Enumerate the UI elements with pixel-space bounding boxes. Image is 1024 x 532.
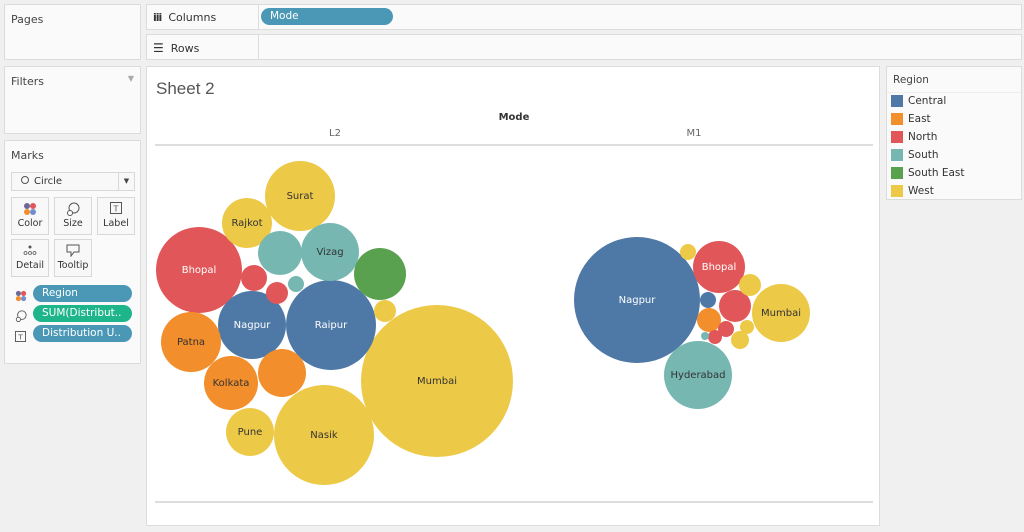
size-button[interactable]: Size: [54, 197, 92, 235]
sheet-title: Sheet 2: [156, 79, 215, 98]
columns-label: iii Columns: [153, 11, 217, 24]
swatch: [891, 131, 903, 143]
size-icon: [55, 198, 91, 218]
legend-item-east[interactable]: East: [891, 113, 931, 125]
distribution-label-pill[interactable]: Distribution U..: [33, 325, 132, 342]
bubble-west-m1[interactable]: [740, 320, 754, 334]
bubble-rajkot-l2[interactable]: Rajkot: [222, 198, 272, 248]
rows-icon: ☰: [153, 41, 164, 55]
circle-icon: [21, 176, 29, 184]
mark-type-dropdown[interactable]: Circle ▼: [11, 172, 135, 191]
filters-label: Filters: [11, 75, 44, 88]
bubble-west-m1[interactable]: [680, 244, 696, 260]
column-header-l2[interactable]: L2: [329, 128, 341, 139]
svg-text:T: T: [17, 333, 23, 342]
svg-text:T: T: [113, 205, 119, 214]
legend-item-south[interactable]: South: [891, 149, 939, 161]
pages-label: Pages: [11, 13, 44, 26]
region-color-pill[interactable]: Region: [33, 285, 132, 302]
bubble-south-m1[interactable]: [701, 332, 709, 340]
bubble-bhopal-l2[interactable]: Bhopal: [156, 227, 242, 313]
size-icon: [15, 307, 27, 326]
bubble-mumbai-l2[interactable]: Mumbai: [361, 305, 513, 457]
color-dots-icon: [12, 198, 48, 218]
columns-shelf[interactable]: iii Columns Mode: [146, 4, 1022, 30]
label-icon: T: [15, 327, 26, 346]
sum-distribution-size-pill[interactable]: SUM(Distribut..: [33, 305, 132, 322]
bubble-mumbai-m1[interactable]: Mumbai: [752, 284, 810, 342]
bubble-south-l2[interactable]: [258, 231, 302, 275]
pages-shelf[interactable]: Pages: [4, 4, 141, 60]
color-dots-icon: [15, 287, 27, 306]
legend-title: Region: [893, 74, 929, 86]
color-button[interactable]: Color: [11, 197, 49, 235]
rows-label: ☰ Rows: [153, 41, 200, 55]
swatch: [891, 95, 903, 107]
swatch: [891, 167, 903, 179]
swatch: [891, 149, 903, 161]
header-divider: [155, 144, 873, 146]
bubble-south-l2[interactable]: [288, 276, 304, 292]
bubble-nagpur-l2[interactable]: Nagpur: [218, 291, 286, 359]
chevron-down-icon: ▼: [118, 173, 134, 190]
columns-icon: iii: [153, 11, 162, 24]
bubble-west-l2[interactable]: [374, 300, 396, 322]
bubble-hyderabad-m1[interactable]: Hyderabad: [664, 341, 732, 409]
bubble-bhopal-m1[interactable]: Bhopal: [693, 241, 745, 293]
bottom-axis-line: [155, 501, 873, 503]
bubble-patna-l2[interactable]: Patna: [161, 312, 221, 372]
filters-dropdown-icon[interactable]: ▼: [127, 74, 134, 83]
bubble-nagpur-m1[interactable]: Nagpur: [574, 237, 700, 363]
marks-card: Marks Circle ▼ Color Size T Label Detail…: [4, 140, 141, 364]
bubble-raipur-l2[interactable]: Raipur: [286, 280, 376, 370]
bubble-east-m1[interactable]: [697, 308, 721, 332]
legend-item-south-east[interactable]: South East: [891, 167, 965, 179]
bubble-west-m1[interactable]: [739, 274, 761, 296]
bubble-nasik-l2[interactable]: Nasik: [274, 385, 374, 485]
bubble-west-m1[interactable]: [731, 331, 749, 349]
column-header-m1[interactable]: M1: [686, 128, 702, 139]
label-button[interactable]: T Label: [97, 197, 135, 235]
detail-button[interactable]: Detail: [11, 239, 49, 277]
filters-shelf[interactable]: Filters ▼: [4, 66, 141, 134]
legend-item-central[interactable]: Central: [891, 95, 946, 107]
region-legend: Region Central East North South South Ea…: [886, 66, 1022, 200]
column-header-field: Mode: [498, 112, 530, 123]
bubble-vizag-l2[interactable]: Vizag: [301, 223, 359, 281]
bubble-central-m1[interactable]: [700, 292, 716, 308]
bubble-south-east-l2[interactable]: [354, 248, 406, 300]
label-icon: T: [98, 198, 134, 218]
bubble-north-m1[interactable]: [708, 330, 722, 344]
legend-item-north[interactable]: North: [891, 131, 937, 143]
swatch: [891, 185, 903, 197]
rows-shelf[interactable]: ☰ Rows: [146, 34, 1022, 60]
bubble-kolkata-l2[interactable]: Kolkata: [204, 356, 258, 410]
mode-column-pill[interactable]: Mode: [261, 8, 393, 25]
tooltip-icon: [55, 240, 91, 260]
tooltip-button[interactable]: Tooltip: [54, 239, 92, 277]
bubble-pune-l2[interactable]: Pune: [226, 408, 274, 456]
bubble-surat-l2[interactable]: Surat: [265, 161, 335, 231]
detail-icon: [12, 240, 48, 260]
marks-label: Marks: [11, 149, 44, 162]
swatch: [891, 113, 903, 125]
bubble-north-l2[interactable]: [241, 265, 267, 291]
bubble-north-l2[interactable]: [266, 282, 288, 304]
bubble-east-l2[interactable]: [258, 349, 306, 397]
legend-item-west[interactable]: West: [891, 185, 934, 197]
bubble-north-m1[interactable]: [718, 321, 734, 337]
